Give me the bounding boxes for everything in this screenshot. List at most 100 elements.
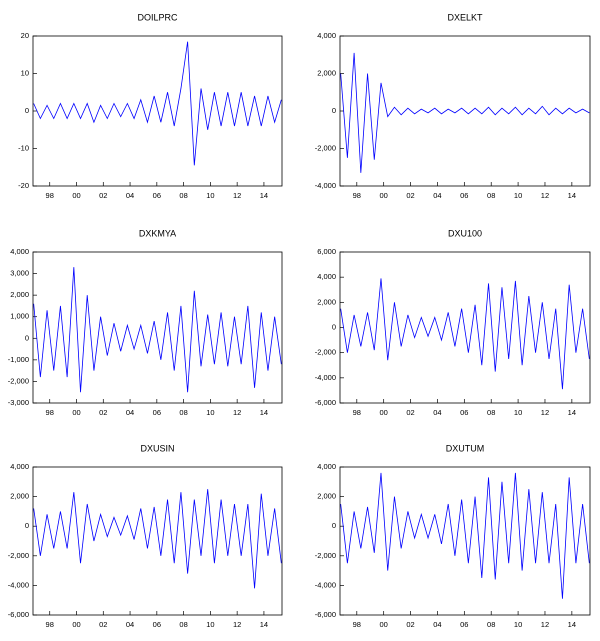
x-tick-label: 04 [433,620,441,629]
x-tick-label: 12 [541,191,549,200]
panel-title: DXUSIN [140,443,174,453]
x-tick-label: 04 [126,408,134,417]
series-line [33,267,282,393]
plot-frame [339,251,591,404]
x-tick-label: 06 [153,620,161,629]
y-tick-label: 1,000 [10,312,29,321]
x-tick-label: 00 [72,408,80,417]
x-tick-label: 00 [380,408,388,417]
x-tick-label: 10 [206,191,214,200]
x-tick-label: 14 [568,620,576,629]
x-tick-label: 02 [406,191,414,200]
x-tick-label: 04 [433,408,441,417]
y-tick-label: 2,000 [317,297,336,306]
y-tick-label: 0 [25,106,29,115]
x-tick-label: 12 [541,620,549,629]
y-tick-label: 2,000 [317,492,336,501]
x-tick-label: 10 [206,620,214,629]
x-tick-label: 98 [46,408,54,417]
y-tick-label: -2,000 [315,143,336,152]
x-tick-label: 04 [126,620,134,629]
x-tick-label: 12 [233,408,241,417]
x-tick-label: 02 [99,408,107,417]
panel-title: DXU100 [448,228,482,238]
x-tick-label: 02 [406,620,414,629]
x-tick-label: 14 [568,191,576,200]
x-tick-label: 14 [568,408,576,417]
x-tick-label: 00 [72,620,80,629]
plot-frame [339,35,591,187]
y-tick-label: 20 [21,31,29,40]
x-tick-label: 98 [353,620,361,629]
plot-frame [32,466,283,616]
y-tick-label: -4,000 [315,580,336,589]
x-tick-label: 10 [514,191,522,200]
y-tick-label: 0 [332,521,336,530]
x-tick-label: 02 [99,191,107,200]
y-tick-label: 2,000 [10,492,29,501]
y-tick-label: 2,000 [10,290,29,299]
x-tick-label: 10 [514,620,522,629]
x-tick-label: 98 [353,191,361,200]
x-tick-label: 98 [46,191,54,200]
y-tick-label: 4,000 [10,247,29,256]
x-tick-label: 02 [406,408,414,417]
y-tick-label: -4,000 [315,181,336,190]
y-tick-label: -6,000 [315,610,336,619]
x-tick-label: 14 [260,191,268,200]
x-tick-label: 06 [153,408,161,417]
x-tick-label: 06 [460,408,468,417]
x-tick-label: 12 [541,408,549,417]
x-tick-label: 04 [126,191,134,200]
y-tick-label: 4,000 [317,272,336,281]
plot-frame [32,251,283,404]
x-tick-label: 10 [514,408,522,417]
y-tick-label: -1,000 [8,355,29,364]
y-tick-label: 10 [21,68,29,77]
y-tick-label: -2,000 [315,348,336,357]
y-tick-label: -6,000 [315,398,336,407]
x-tick-label: 08 [487,620,495,629]
series-line [340,278,590,390]
panel-title: DXKMYA [139,228,176,238]
plot-frame [339,466,591,616]
y-tick-label: -6,000 [8,610,29,619]
x-tick-label: 08 [487,408,495,417]
y-tick-label: -4,000 [315,373,336,382]
x-tick-label: 14 [260,620,268,629]
x-tick-label: 98 [353,408,361,417]
y-tick-label: 0 [332,322,336,331]
x-tick-label: 08 [179,620,187,629]
x-tick-label: 14 [260,408,268,417]
x-tick-label: 06 [153,191,161,200]
y-tick-label: -20 [18,181,29,190]
y-tick-label: 0 [332,106,336,115]
y-tick-label: -4,000 [8,580,29,589]
x-tick-label: 12 [233,620,241,629]
x-tick-label: 06 [460,191,468,200]
y-tick-label: -2,000 [315,551,336,560]
x-tick-label: 98 [46,620,54,629]
y-tick-label: -2,000 [8,551,29,560]
y-tick-label: -10 [18,143,29,152]
x-tick-label: 02 [99,620,107,629]
series-line [33,489,282,589]
x-tick-label: 12 [233,191,241,200]
y-tick-label: 6,000 [317,247,336,256]
x-tick-label: 08 [487,191,495,200]
y-tick-label: 4,000 [317,31,336,40]
y-tick-label: 0 [25,333,29,342]
y-tick-label: 0 [25,521,29,530]
x-tick-label: 00 [380,620,388,629]
x-tick-label: 00 [380,191,388,200]
y-tick-label: -3,000 [8,398,29,407]
y-tick-label: 4,000 [10,462,29,471]
x-tick-label: 08 [179,191,187,200]
series-line [340,52,590,173]
x-tick-label: 06 [460,620,468,629]
y-tick-label: 2,000 [317,68,336,77]
panel-title: DXUTUM [446,443,485,453]
series-line [33,41,282,166]
y-tick-label: -2,000 [8,376,29,385]
